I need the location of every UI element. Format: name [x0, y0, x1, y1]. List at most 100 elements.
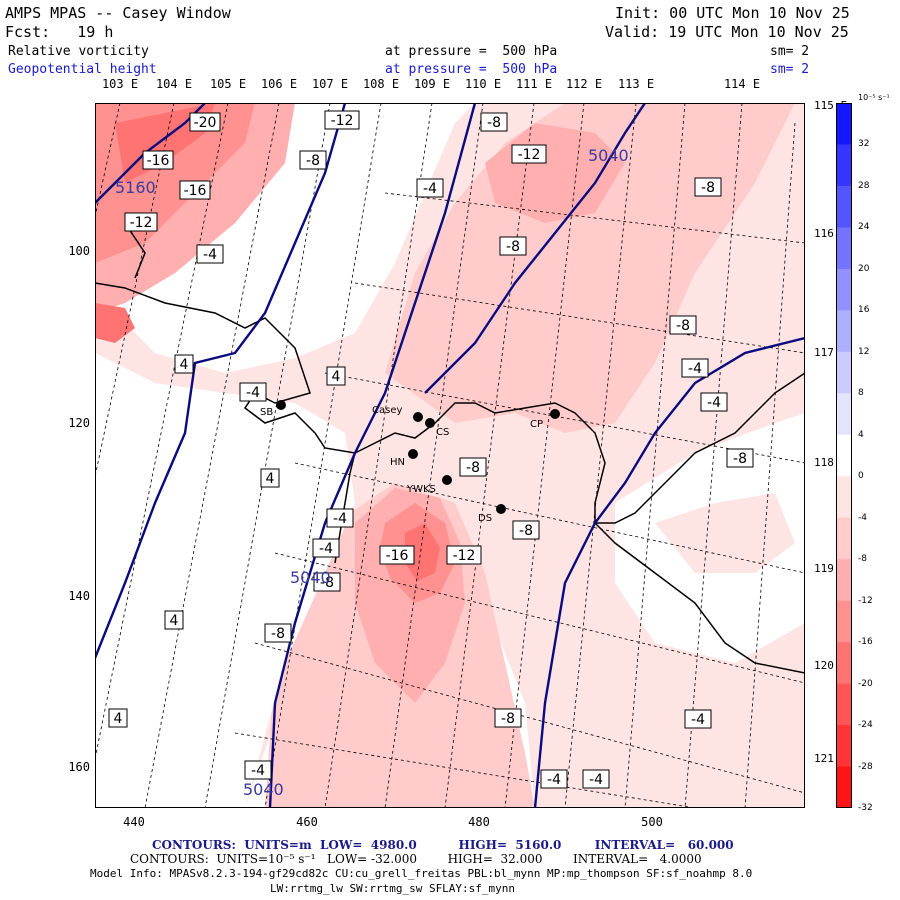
svg-text:-4: -4 — [547, 772, 561, 788]
meridian-grid — [95, 103, 796, 808]
colorbar-cell — [836, 393, 852, 436]
colorbar-tick-label: 20 — [858, 263, 870, 274]
vorticity-fill-weak — [95, 353, 355, 808]
stations: SB Casey CS CP HN YWKS DS — [260, 400, 560, 524]
svg-text:-8: -8 — [306, 153, 320, 169]
height-label: 5040 — [588, 146, 629, 165]
svg-text:-4: -4 — [203, 247, 217, 263]
svg-text:-8: -8 — [506, 239, 520, 255]
vorticity-fill-core — [405, 523, 440, 581]
svg-text:-4: -4 — [691, 712, 705, 728]
vort-label-17: 4 — [326, 366, 346, 386]
colorbar-cell — [836, 725, 852, 768]
colorbar-cell — [836, 144, 852, 187]
model-info: Model Info: MPASv8.2.3-194-gf29cd82c CU:… — [90, 867, 753, 880]
valid-time: Valid: 19 UTC Mon 10 Nov 25 — [605, 23, 849, 41]
map-title: AMPS MPAS -- Casey Window — [5, 4, 231, 22]
station-ywks: YWKS — [406, 475, 452, 495]
forecast-hour: Fcst: 19 h — [5, 23, 114, 41]
svg-text:-4: -4 — [251, 763, 265, 779]
field1-level: at pressure = 500 hPa — [385, 44, 558, 59]
y-tick: 140 — [68, 589, 90, 603]
svg-text:CS: CS — [436, 427, 449, 438]
model-physics: LW:rrtmg_lw SW:rrtmg_sw SFLAY:sf_mynn — [270, 882, 516, 895]
vort-label-12: -8 — [669, 315, 697, 335]
vort-label-18: 4 — [260, 468, 280, 488]
station-casey: Casey — [372, 405, 423, 422]
svg-text:-4: -4 — [589, 772, 603, 788]
lon-label: 103 E — [101, 77, 139, 91]
height-contour-5040 — [95, 103, 347, 659]
svg-text:-16: -16 — [386, 548, 409, 564]
colorbar-tick-label: -4 — [858, 512, 867, 523]
lon-label: 109 E — [413, 77, 451, 91]
latitude-grid — [234, 103, 805, 808]
vort-label-25: -16 — [379, 545, 415, 565]
colorbar-tick-label: 16 — [858, 305, 870, 316]
svg-text:-8: -8 — [701, 180, 715, 196]
vort-label-5: -8 — [299, 150, 327, 170]
svg-text:-16: -16 — [147, 153, 170, 169]
station-hn: HN — [390, 449, 418, 468]
colorbar-cell — [836, 642, 852, 685]
lon-label: 107 E — [311, 77, 349, 91]
vort-label-23: -4 — [312, 538, 340, 558]
colorbar-frame — [836, 103, 852, 808]
svg-text:DS: DS — [478, 513, 492, 524]
height-label: 5040 — [290, 568, 331, 587]
vort-label-35: -4 — [582, 769, 610, 789]
svg-text:-16: -16 — [184, 183, 207, 199]
vorticity-map: -20 -16 -16 -12 -8 -12 -8 -4 -8 -12 -8 -… — [95, 103, 805, 808]
field1-smoothing: sm= 2 — [770, 44, 810, 59]
colorbar-tick-label: 12 — [858, 346, 870, 357]
colorbar-unit: 10⁻⁵ s⁻¹ — [858, 93, 890, 102]
svg-text:YWKS: YWKS — [406, 484, 436, 495]
svg-text:-8: -8 — [271, 626, 285, 642]
colorbar-cell — [836, 268, 852, 311]
colorbar-tick-label: -32 — [858, 803, 873, 813]
lon-label: 110 E — [464, 77, 502, 91]
colorbar-cell — [836, 683, 852, 726]
svg-text:-20: -20 — [194, 115, 217, 131]
svg-text:4: 4 — [332, 369, 341, 385]
field2-level: at pressure = 500 hPa — [385, 62, 558, 77]
svg-text:-12: -12 — [453, 548, 476, 564]
init-time: Init: 00 UTC Mon 10 Nov 25 — [615, 4, 850, 22]
vorticity-fill-weak — [655, 493, 795, 573]
colorbar-tick-label: 4 — [858, 429, 864, 440]
y-tick: 100 — [68, 244, 90, 258]
station-ds: DS — [478, 504, 506, 524]
svg-text:CP: CP — [530, 419, 543, 430]
svg-text:-8: -8 — [519, 523, 533, 539]
colorbar — [836, 103, 852, 808]
colorbar-tick-label: -12 — [858, 595, 873, 606]
svg-text:-8: -8 — [733, 451, 747, 467]
lon-label: 106 E — [260, 77, 298, 91]
vort-label-8: -4 — [416, 178, 444, 198]
svg-text:-12: -12 — [130, 215, 153, 231]
svg-text:-8: -8 — [466, 460, 480, 476]
svg-text:-4: -4 — [246, 385, 260, 401]
station-cp: CP — [530, 409, 560, 430]
height-label: 5040 — [243, 780, 284, 799]
height-contour-info: CONTOURS: UNITS=m LOW= 4980.0 HIGH= 5160… — [152, 838, 734, 852]
height-labels: 5160 5040 5040 5040 — [115, 146, 629, 799]
colorbar-tick-label: 0 — [858, 471, 864, 482]
vort-label-6: -12 — [124, 212, 158, 232]
svg-text:4: 4 — [180, 357, 189, 373]
station-sb: SB — [260, 400, 286, 418]
vort-label-10: -12 — [511, 144, 547, 164]
colorbar-cell — [836, 476, 852, 519]
vort-label-24: -8 — [512, 520, 540, 540]
lon-label: 104 E — [155, 77, 193, 91]
svg-text:Casey: Casey — [372, 405, 402, 416]
svg-text:4: 4 — [266, 471, 275, 487]
vort-label-11: -8 — [694, 177, 722, 197]
field2-smoothing: sm= 2 — [770, 62, 810, 77]
colorbar-cell — [836, 103, 852, 145]
x-tick: 460 — [296, 815, 318, 829]
svg-text:HN: HN — [390, 457, 405, 468]
lon-label: 112 E — [565, 77, 603, 91]
svg-text:-12: -12 — [331, 113, 354, 129]
coastline — [124, 222, 146, 279]
